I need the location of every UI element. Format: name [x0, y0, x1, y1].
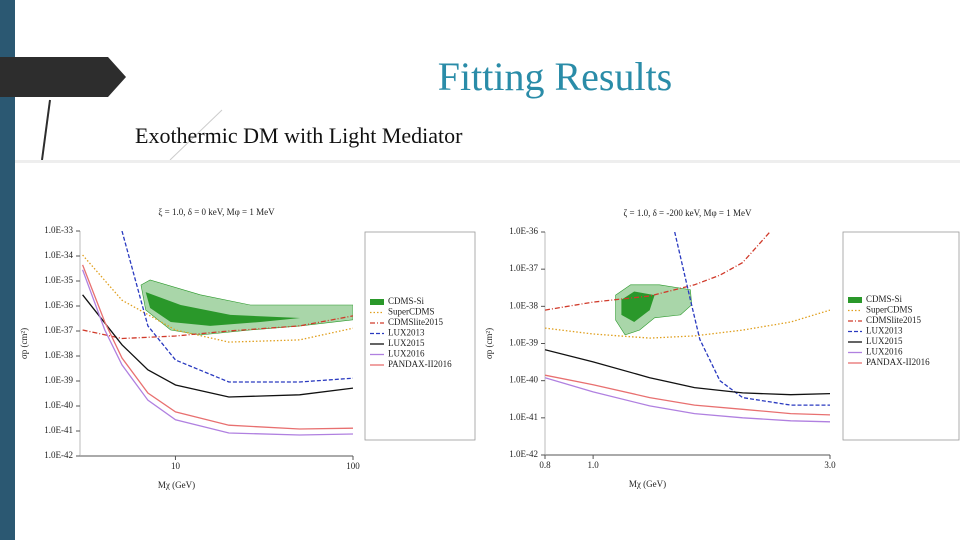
y-tick-label: 1.0E-41 [44, 425, 73, 435]
slide-subtitle: Exothermic DM with Light Mediator [135, 123, 463, 148]
legend-label: CDMSlite2015 [866, 315, 922, 325]
y-tick-label: 1.0E-37 [509, 263, 538, 273]
series-line [545, 232, 771, 311]
series-line [121, 231, 353, 383]
y-tick-label: 1.0E-37 [44, 325, 73, 335]
y-tick-label: 1.0E-36 [509, 226, 538, 236]
x-tick-label: 10 [171, 461, 181, 471]
legend-label: LUX2015 [388, 338, 425, 348]
title-tab [0, 57, 126, 97]
legend-label: LUX2016 [866, 347, 903, 357]
series-line [545, 374, 830, 416]
y-tick-label: 1.0E-34 [44, 250, 73, 260]
legend-box [842, 231, 960, 441]
legend-box [364, 231, 476, 441]
y-tick-label: 1.0E-39 [44, 375, 73, 385]
slide-title: Fitting Results [438, 54, 673, 99]
series-line [545, 309, 830, 339]
series-line [81, 269, 353, 436]
chart-title: ζ = 1.0, δ = -200 keV, Mφ = 1 MeV [624, 208, 752, 218]
deco-line [41, 99, 51, 161]
y-tick-label: 1.0E-33 [44, 225, 73, 235]
chart-title: ξ = 1.0, δ = 0 keV, Mφ = 1 MeV [158, 207, 275, 217]
y-tick-label: 1.0E-40 [44, 400, 73, 410]
y-tick-label: 1.0E-35 [44, 275, 73, 285]
y-tick-label: 1.0E-41 [509, 412, 538, 422]
series-line [545, 377, 830, 423]
legend-label: LUX2013 [866, 326, 903, 336]
y-axis-label: σp (cm²) [19, 328, 29, 359]
y-tick-label: 1.0E-39 [509, 338, 538, 348]
contour-inner [621, 291, 655, 322]
legend-label: CDMSlite2015 [388, 317, 444, 327]
series-line [82, 254, 353, 343]
x-tick-label: 100 [346, 461, 360, 471]
x-axis-label: Mχ (GeV) [158, 480, 195, 490]
y-tick-label: 1.0E-38 [44, 350, 73, 360]
legend-swatch [370, 299, 384, 305]
legend-label: LUX2015 [866, 336, 903, 346]
x-tick-label: 3.0 [824, 460, 836, 470]
legend-label: LUX2013 [388, 328, 425, 338]
x-axis-label: Mχ (GeV) [629, 479, 666, 489]
legend-label: PANDAX-II2016 [388, 359, 452, 369]
legend-label: CDMS-Si [388, 296, 425, 306]
legend-label: SuperCDMS [866, 305, 913, 315]
y-tick-label: 1.0E-40 [509, 375, 538, 385]
x-tick-label: 0.8 [539, 460, 551, 470]
series-line [82, 294, 353, 398]
x-tick-label: 1.0 [587, 460, 599, 470]
contour-inner [145, 292, 301, 326]
legend-label: PANDAX-II2016 [866, 357, 930, 367]
y-tick-label: 1.0E-42 [509, 449, 538, 459]
series-line [81, 264, 353, 430]
y-tick-label: 1.0E-36 [44, 300, 73, 310]
y-tick-label: 1.0E-38 [509, 300, 538, 310]
legend-label: LUX2016 [388, 349, 425, 359]
series-line [545, 349, 830, 396]
deco-line [169, 109, 223, 161]
legend-label: CDMS-Si [866, 294, 903, 304]
legend-swatch [848, 297, 862, 303]
side-bar [0, 0, 15, 540]
y-tick-label: 1.0E-42 [44, 450, 73, 460]
legend-label: SuperCDMS [388, 307, 435, 317]
y-axis-label: σp (cm²) [484, 328, 494, 359]
divider [15, 160, 960, 163]
series-line [674, 232, 830, 406]
